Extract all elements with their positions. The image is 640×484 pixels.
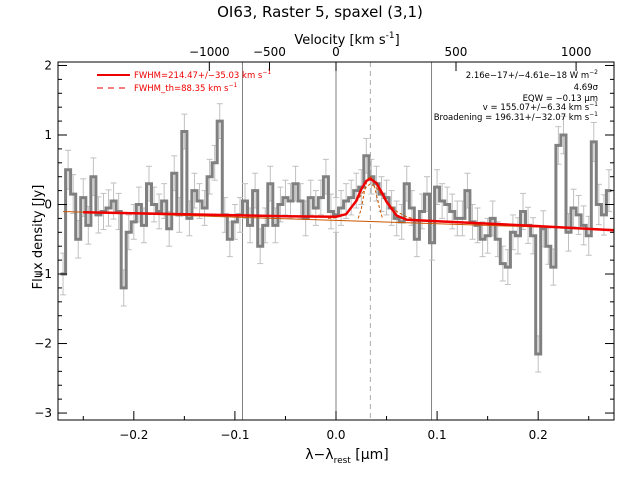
legend-label-fwhm: FWHM=214.47+/−35.03 km s−1: [134, 69, 271, 81]
annotation-velocity-text: v = 155.07+/−6.34 km s: [483, 103, 590, 113]
annotation-sigma: 4.69σ: [574, 83, 599, 93]
y-tick-label: −3: [34, 406, 52, 420]
legend-label-fwhm-th: FWHM_th=88.35 km s−1: [134, 82, 238, 94]
top-axis-label-exp: -1: [386, 31, 395, 41]
annotation-broadening-text: Broadening = 196.31+/−32.07 km s: [434, 113, 590, 123]
annotation-flux-sup: −2: [589, 69, 598, 76]
x-axis-label-unit: [μm]: [351, 447, 389, 463]
x-tick-label: 0.0: [326, 428, 345, 442]
legend-label-fwhm-th-sup: −1: [228, 82, 237, 89]
top-axis-label: Velocity [km s-1]: [294, 31, 399, 48]
chart-title: OI63, Raster 5, spaxel (3,1): [217, 3, 423, 21]
annotation-eqw: EQW = −0.13 μm: [523, 94, 598, 104]
thermal-profile-component: [357, 175, 383, 219]
top-tick-label: 1000: [561, 45, 592, 59]
y-tick-label: 2: [44, 58, 52, 72]
annotation-velocity-sup: −1: [589, 101, 598, 108]
x-tick-label: 0.1: [428, 428, 447, 442]
fit-curve: [83, 177, 615, 232]
annotation-velocity: v = 155.07+/−6.34 km s−1: [483, 101, 598, 113]
x-axis-label-text: λ−λ: [305, 447, 333, 463]
y-axis-label: Flux density [Jy]: [31, 185, 46, 290]
top-tick-label: 500: [445, 45, 468, 59]
annotation-broadening-sup: −1: [589, 111, 598, 118]
y-tick-label: −2: [34, 337, 52, 351]
spectrum-data-series: [60, 119, 612, 356]
x-axis-label-sub: rest: [334, 456, 352, 466]
x-tick-label: −0.1: [220, 428, 249, 442]
legend: FWHM=214.47+/−35.03 km s−1 FWHM_th=88.35…: [97, 69, 271, 94]
annotation-flux: 2.16e−17+/−4.61e−18 W m−2: [466, 69, 598, 81]
annotation-broadening: Broadening = 196.31+/−32.07 km s−1: [434, 111, 598, 123]
legend-label-fwhm-th-text: FWHM_th=88.35 km s: [134, 84, 229, 94]
y-tick-label: 0: [44, 198, 52, 212]
legend-label-fwhm-text: FWHM=214.47+/−35.03 km s: [134, 71, 263, 81]
y-tick-label: −1: [34, 267, 52, 281]
legend-label-fwhm-sup: −1: [262, 69, 271, 76]
top-axis-label-end: ]: [395, 33, 400, 48]
x-tick-label: 0.2: [529, 428, 548, 442]
top-axis-label-text: Velocity [km s: [294, 33, 386, 48]
x-axis-label: λ−λrest [μm]: [305, 447, 389, 466]
y-tick-label: 1: [44, 128, 52, 142]
top-tick-label: −1000: [189, 45, 230, 59]
top-tick-label: 0: [332, 45, 340, 59]
top-tick-label: −500: [253, 45, 286, 59]
x-tick-label: −0.2: [119, 428, 148, 442]
annotation-flux-text: 2.16e−17+/−4.61e−18 W m: [466, 71, 589, 81]
fit-annotations: 2.16e−17+/−4.61e−18 W m−2 4.69σ EQW = −0…: [434, 69, 599, 123]
